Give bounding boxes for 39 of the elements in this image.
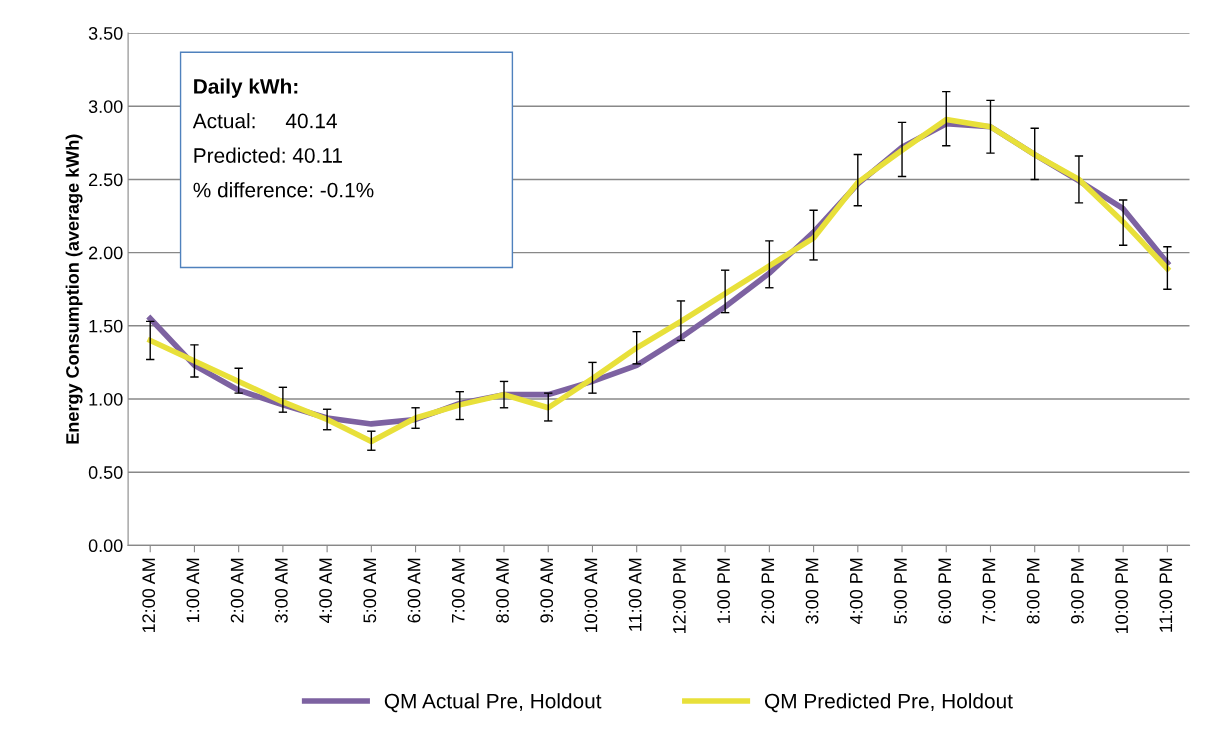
x-tick-label: 2:00 PM bbox=[761, 558, 775, 624]
x-tick-label: 11:00 AM bbox=[628, 558, 642, 631]
x-tick-label: 7:00 PM bbox=[982, 558, 996, 624]
y-tick-label: 3.00 bbox=[88, 100, 123, 113]
x-tick-label: 4:00 PM bbox=[849, 558, 863, 624]
x-tick-label: 11:00 PM bbox=[1159, 558, 1173, 632]
x-tick-label: 12:00 PM bbox=[672, 558, 686, 634]
x-tick-label: 2:00 AM bbox=[230, 558, 244, 623]
annotation: Predicted: 40.11 bbox=[194, 147, 342, 163]
x-tick-label: 5:00 PM bbox=[894, 558, 907, 624]
y-tick-label: 2.00 bbox=[89, 246, 123, 260]
x-tick-label: 5:00 AM bbox=[363, 558, 377, 623]
x-tick-label: 1:00 AM bbox=[186, 558, 200, 623]
x-tick-label: 8:00 PM bbox=[1026, 558, 1040, 624]
annotation: % difference: -0.1% bbox=[193, 182, 374, 198]
x-tick-label: 3:00 AM bbox=[274, 558, 288, 623]
y-tick-label: 2.50 bbox=[89, 173, 123, 187]
x-tick-label: 6:00 AM bbox=[407, 558, 421, 623]
y-axis-title: Energy Consumption (average kWh) bbox=[65, 134, 83, 444]
x-tick-label: 3:00 PM bbox=[805, 558, 819, 624]
y-tick-label: 3.50 bbox=[88, 27, 123, 40]
y-tick-label: 0.50 bbox=[88, 466, 123, 479]
x-tick-label: 10:00 PM bbox=[1115, 558, 1129, 634]
annotation: Actual: 40.14 bbox=[192, 113, 337, 129]
x-tick-label: 8:00 AM bbox=[496, 558, 509, 623]
x-tick-label: 12:00 AM bbox=[142, 558, 156, 633]
y-tick-label: 0.00 bbox=[88, 539, 123, 553]
x-tick-label: 4:00 AM bbox=[319, 558, 332, 624]
x-tick-label: 7:00 AM bbox=[451, 558, 465, 623]
x-tick-label: 9:00 AM bbox=[540, 558, 554, 623]
legend-label: QM Predicted Pre, Holdout bbox=[764, 693, 1013, 713]
legend-label: QM Actual Pre, Holdout bbox=[384, 693, 602, 713]
x-tick-label: 1:00 PM bbox=[717, 558, 730, 624]
y-tick-label: 1.50 bbox=[89, 319, 123, 333]
y-tick-label: 1.00 bbox=[89, 392, 123, 406]
annotation: Daily kWh: bbox=[194, 78, 298, 98]
x-tick-label: 10:00 AM bbox=[584, 558, 598, 633]
x-tick-label: 6:00 PM bbox=[938, 558, 952, 624]
x-tick-label: 9:00 PM bbox=[1071, 558, 1084, 624]
